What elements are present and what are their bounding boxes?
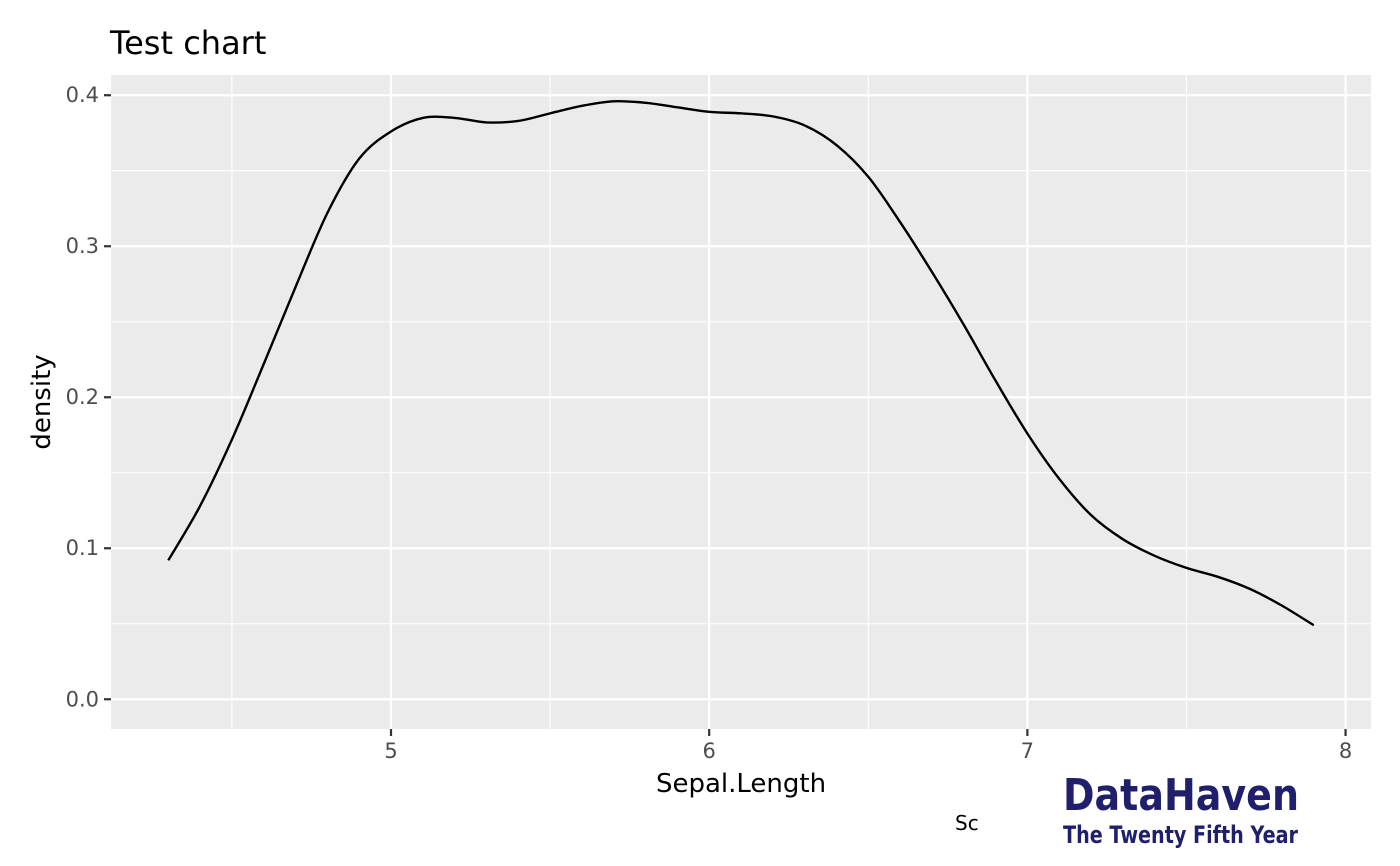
x-tick-label: 6 — [702, 739, 715, 763]
logo-tagline: The Twenty Fifth Year — [1063, 821, 1298, 849]
axis-ticks — [104, 94, 1347, 736]
x-tick-label: 5 — [384, 739, 397, 763]
x-tick-label: 7 — [1021, 739, 1034, 763]
major-gridlines — [111, 75, 1371, 729]
density-line — [167, 99, 1315, 627]
minor-gridlines — [111, 75, 1371, 729]
y-tick-label: 0.4 — [66, 83, 99, 107]
datahaven-logo: DataHaven The Twenty Fifth Year — [1063, 770, 1299, 849]
plot-panel — [111, 75, 1371, 729]
y-axis-title: density — [27, 354, 57, 449]
x-tick-label: 8 — [1339, 739, 1352, 763]
y-tick-label: 0.1 — [66, 536, 99, 560]
y-tick-label: 0.0 — [66, 687, 99, 711]
chart-title: Test chart — [109, 24, 266, 62]
logo-name: DataHaven — [1063, 770, 1299, 821]
axis-tick-labels: 5 6 7 8 0.0 0.1 0.2 0.3 0.4 — [66, 83, 1353, 763]
y-tick-label: 0.3 — [66, 234, 99, 258]
chart-caption: Sc — [955, 811, 979, 835]
x-axis-title: Sepal.Length — [656, 769, 826, 799]
y-tick-label: 0.2 — [66, 385, 99, 409]
